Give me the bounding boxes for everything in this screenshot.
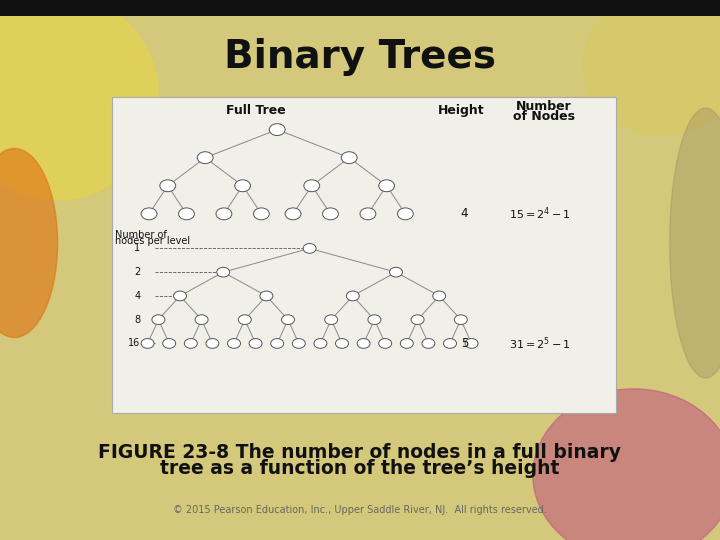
Circle shape (217, 267, 230, 277)
Ellipse shape (0, 148, 58, 338)
Circle shape (260, 291, 273, 301)
Text: 5: 5 (461, 337, 468, 350)
Circle shape (197, 152, 213, 164)
Circle shape (454, 315, 467, 325)
Circle shape (390, 267, 402, 277)
Circle shape (282, 315, 294, 325)
Ellipse shape (533, 389, 720, 540)
Text: $15 = 2^4 - 1$: $15 = 2^4 - 1$ (509, 206, 571, 222)
Circle shape (141, 208, 157, 220)
Circle shape (141, 339, 154, 348)
Text: 8: 8 (134, 315, 140, 325)
Circle shape (379, 339, 392, 348)
Text: 4: 4 (461, 207, 468, 220)
Circle shape (444, 339, 456, 348)
Circle shape (152, 315, 165, 325)
Text: Number: Number (516, 100, 572, 113)
Circle shape (206, 339, 219, 348)
Text: Binary Trees: Binary Trees (224, 38, 496, 76)
Ellipse shape (670, 108, 720, 378)
Circle shape (323, 208, 338, 220)
Circle shape (314, 339, 327, 348)
Circle shape (184, 339, 197, 348)
Circle shape (216, 208, 232, 220)
Circle shape (292, 339, 305, 348)
Circle shape (179, 208, 194, 220)
Circle shape (195, 315, 208, 325)
Circle shape (411, 315, 424, 325)
Circle shape (379, 180, 395, 192)
Circle shape (400, 339, 413, 348)
Text: 4: 4 (134, 291, 140, 301)
Text: Height: Height (438, 104, 484, 117)
Circle shape (160, 180, 176, 192)
Circle shape (249, 339, 262, 348)
Bar (112, 97, 616, 413)
Text: $31 = 2^5 - 1$: $31 = 2^5 - 1$ (509, 335, 571, 352)
Text: 16: 16 (128, 339, 140, 348)
Text: of Nodes: of Nodes (513, 110, 575, 123)
Circle shape (269, 124, 285, 136)
Circle shape (253, 208, 269, 220)
Circle shape (397, 208, 413, 220)
Circle shape (228, 339, 240, 348)
Circle shape (357, 339, 370, 348)
Text: Number of: Number of (115, 230, 167, 240)
Circle shape (360, 208, 376, 220)
Text: nodes per level: nodes per level (115, 237, 190, 246)
Circle shape (238, 315, 251, 325)
Circle shape (235, 180, 251, 192)
Text: FIGURE 23-8 The number of nodes in a full binary: FIGURE 23-8 The number of nodes in a ful… (99, 443, 621, 462)
Circle shape (163, 339, 176, 348)
Text: tree as a function of the tree’s height: tree as a function of the tree’s height (161, 458, 559, 478)
Circle shape (325, 315, 338, 325)
Ellipse shape (583, 0, 720, 135)
Circle shape (341, 152, 357, 164)
Circle shape (422, 339, 435, 348)
Circle shape (368, 315, 381, 325)
Circle shape (336, 339, 348, 348)
Circle shape (465, 339, 478, 348)
Bar (0, 0, 720, 16)
Circle shape (303, 244, 316, 253)
Circle shape (304, 180, 320, 192)
Text: 2: 2 (134, 267, 140, 277)
Text: © 2015 Pearson Education, Inc., Upper Saddle River, NJ.  All rights reserved.: © 2015 Pearson Education, Inc., Upper Sa… (173, 505, 547, 515)
Text: 1: 1 (134, 244, 140, 253)
Circle shape (174, 291, 186, 301)
Circle shape (285, 208, 301, 220)
Text: Full Tree: Full Tree (226, 104, 285, 117)
Circle shape (271, 339, 284, 348)
Circle shape (346, 291, 359, 301)
Circle shape (433, 291, 446, 301)
Ellipse shape (0, 0, 158, 200)
